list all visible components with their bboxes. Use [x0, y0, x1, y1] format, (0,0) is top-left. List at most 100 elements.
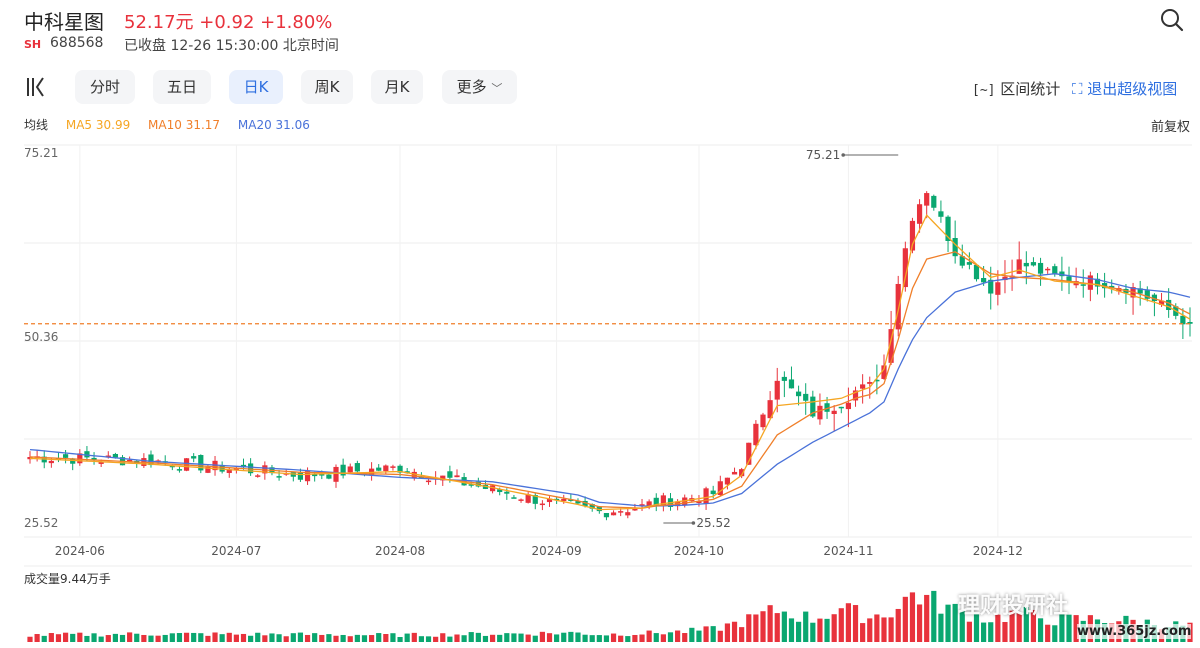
volume-bar — [767, 605, 773, 642]
volume-bar — [468, 632, 474, 642]
volume-bar — [532, 635, 538, 642]
volume-bar — [191, 632, 197, 642]
axis-labels: 75.21 50.36 25.52 2024-06 2024-07 2024-08 2024… — [24, 146, 1023, 558]
volume-bar — [874, 614, 880, 642]
volume-bar — [134, 633, 140, 642]
candle-body — [347, 466, 353, 473]
volume-bar — [425, 636, 432, 642]
candle-body — [276, 476, 282, 478]
tab-more[interactable]: 更多 ﹀ — [442, 70, 517, 104]
candle-body — [803, 393, 809, 401]
candle-body — [959, 256, 965, 266]
candle-body — [632, 508, 638, 511]
candle-body — [603, 513, 610, 518]
candle-body — [191, 456, 197, 459]
candle-body — [596, 506, 602, 512]
candle-body — [561, 498, 567, 502]
volume-bar — [383, 634, 389, 642]
volume-bar — [176, 633, 183, 642]
volume-bar — [909, 592, 916, 642]
volume-bar — [895, 608, 901, 642]
candle-body — [838, 406, 844, 409]
candle-body — [767, 400, 773, 419]
candle-body — [376, 467, 382, 471]
candle-body — [874, 379, 880, 382]
candle-body — [425, 480, 432, 483]
volume-bar — [852, 605, 859, 642]
volume-bar — [504, 633, 510, 642]
candle-body — [810, 396, 816, 417]
volume-bar — [1009, 610, 1015, 642]
volume-bar — [632, 634, 638, 642]
tab-monthly-k[interactable]: 月K — [371, 70, 423, 104]
tab-daily-k[interactable]: 日K — [229, 70, 283, 104]
volume-bar — [696, 630, 702, 642]
volume-bar — [667, 632, 674, 642]
volume-bar — [689, 627, 695, 642]
volume-bar — [639, 634, 645, 642]
high-annotation: 75.21 — [806, 148, 840, 162]
candle-body — [795, 391, 802, 397]
tab-minute[interactable]: 分时 — [75, 70, 135, 104]
candle-body — [909, 220, 916, 251]
candle-body — [340, 464, 346, 476]
candle-body — [98, 461, 104, 464]
candle-body — [717, 481, 723, 495]
candle-body — [489, 485, 496, 492]
volume-bar — [262, 635, 268, 642]
candle-body — [760, 414, 766, 428]
volume-bar — [582, 634, 588, 642]
candle-body — [27, 457, 33, 460]
volume-bar — [304, 634, 311, 642]
candle-body — [176, 469, 183, 471]
volume-bar — [290, 633, 296, 642]
volume-bar — [127, 632, 133, 642]
volume-bar — [817, 618, 823, 642]
candle-body — [610, 512, 617, 516]
volume-bar — [561, 632, 567, 642]
volume-bar — [916, 604, 923, 642]
volume-bar — [70, 633, 76, 642]
candle-body — [390, 466, 396, 468]
volume-bar — [333, 635, 339, 642]
volume-bar — [924, 594, 930, 642]
candle-body — [1144, 290, 1150, 299]
x-tick-label: 2024-10 — [674, 544, 724, 558]
exit-super-view-button[interactable]: ⛶ 退出超级视图 — [1072, 78, 1177, 99]
candle-body — [881, 365, 887, 379]
volume-bar — [376, 633, 382, 642]
price-adjust-toggle[interactable]: 前复权 — [1150, 120, 1190, 135]
candle-body — [1137, 288, 1143, 294]
volume-bar — [240, 633, 247, 642]
candle-body — [1080, 284, 1086, 286]
volume-bar — [255, 632, 261, 642]
candle-body — [995, 282, 1001, 295]
volume-bar — [788, 618, 795, 642]
tab-weekly-k[interactable]: 周K — [301, 70, 353, 104]
candle-body — [1187, 322, 1193, 324]
volume-bar — [112, 633, 118, 642]
volume-bar — [518, 633, 524, 642]
volume-bar — [795, 621, 802, 642]
volume-bar — [361, 635, 368, 642]
range-stats-button[interactable]: [~] 区间统计 — [972, 78, 1060, 99]
volume-bar — [731, 621, 738, 642]
volume-bar — [41, 635, 47, 642]
search-icon[interactable] — [1158, 6, 1186, 34]
chevron-down-icon: ﹀ — [491, 82, 503, 95]
kline-toggle-icon[interactable] — [24, 75, 48, 99]
candle-body — [575, 501, 581, 504]
volume-bar — [354, 634, 360, 642]
volume-bar — [682, 633, 688, 642]
candle-body — [554, 498, 560, 501]
candle-body — [497, 489, 503, 493]
stock-code: 688568 — [50, 35, 104, 51]
volume-bar — [938, 613, 944, 642]
candle-body — [1045, 268, 1051, 271]
tab-five-day[interactable]: 五日 — [153, 70, 211, 104]
candle-body — [248, 463, 254, 474]
ma5-line — [29, 213, 1191, 511]
volume-bar — [618, 635, 624, 642]
candle-body — [731, 471, 738, 475]
